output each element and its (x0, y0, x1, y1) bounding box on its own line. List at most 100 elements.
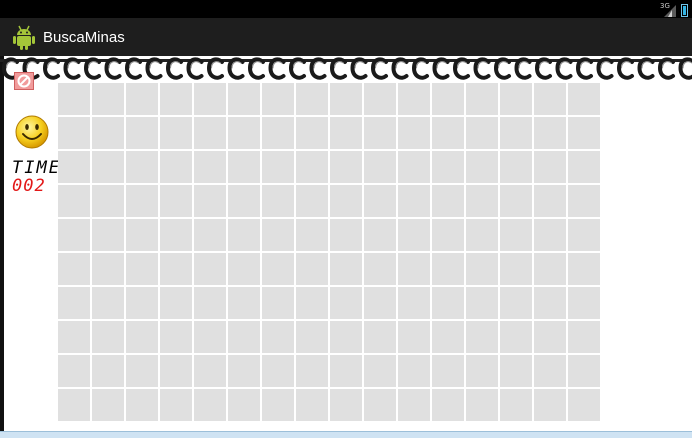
mine-cell[interactable] (126, 355, 158, 387)
mine-cell[interactable] (534, 185, 566, 217)
mine-cell[interactable] (58, 287, 90, 319)
mine-cell[interactable] (126, 321, 158, 353)
mine-cell[interactable] (262, 321, 294, 353)
mine-cell[interactable] (466, 389, 498, 421)
mine-cell[interactable] (126, 185, 158, 217)
mine-cell[interactable] (92, 117, 124, 149)
mine-cell[interactable] (160, 321, 192, 353)
mine-cell[interactable] (58, 83, 90, 115)
mine-cell[interactable] (500, 185, 532, 217)
mine-cell[interactable] (194, 83, 226, 115)
mine-cell[interactable] (160, 83, 192, 115)
mine-cell[interactable] (58, 219, 90, 251)
mine-cell[interactable] (296, 389, 328, 421)
mine-cell[interactable] (534, 321, 566, 353)
mine-cell[interactable] (432, 185, 464, 217)
mine-cell[interactable] (466, 219, 498, 251)
mine-cell[interactable] (228, 151, 260, 183)
mine-cell[interactable] (194, 389, 226, 421)
mine-cell[interactable] (364, 117, 396, 149)
mine-cell[interactable] (432, 151, 464, 183)
mine-cell[interactable] (58, 185, 90, 217)
mine-cell[interactable] (398, 219, 430, 251)
mine-cell[interactable] (262, 219, 294, 251)
mine-cell[interactable] (160, 151, 192, 183)
mine-cell[interactable] (364, 355, 396, 387)
mine-cell[interactable] (398, 117, 430, 149)
mine-cell[interactable] (330, 321, 362, 353)
mine-cell[interactable] (126, 389, 158, 421)
mine-cell[interactable] (194, 219, 226, 251)
mine-cell[interactable] (466, 287, 498, 319)
mine-cell[interactable] (126, 253, 158, 285)
mine-cell[interactable] (398, 151, 430, 183)
mine-cell[interactable] (534, 151, 566, 183)
mine-cell[interactable] (432, 219, 464, 251)
mine-cell[interactable] (126, 287, 158, 319)
mine-cell[interactable] (432, 83, 464, 115)
mine-cell[interactable] (58, 253, 90, 285)
mine-cell[interactable] (296, 321, 328, 353)
mine-cell[interactable] (262, 83, 294, 115)
mine-cell[interactable] (92, 185, 124, 217)
mine-cell[interactable] (262, 355, 294, 387)
mine-cell[interactable] (500, 151, 532, 183)
android-app-icon[interactable] (11, 23, 37, 51)
mine-cell[interactable] (364, 287, 396, 319)
mine-cell[interactable] (398, 253, 430, 285)
mine-cell[interactable] (330, 287, 362, 319)
mine-cell[interactable] (58, 389, 90, 421)
mine-cell[interactable] (500, 321, 532, 353)
mine-cell[interactable] (466, 185, 498, 217)
mine-cell[interactable] (432, 355, 464, 387)
mine-cell[interactable] (500, 389, 532, 421)
mine-cell[interactable] (160, 253, 192, 285)
mine-cell[interactable] (500, 287, 532, 319)
mine-cell[interactable] (194, 321, 226, 353)
mine-cell[interactable] (58, 151, 90, 183)
mine-cell[interactable] (160, 355, 192, 387)
mine-cell[interactable] (500, 355, 532, 387)
mine-cell[interactable] (262, 185, 294, 217)
mine-cell[interactable] (296, 151, 328, 183)
mine-cell[interactable] (126, 219, 158, 251)
mine-cell[interactable] (568, 117, 600, 149)
mine-cell[interactable] (194, 253, 226, 285)
mine-cell[interactable] (160, 287, 192, 319)
mine-cell[interactable] (500, 83, 532, 115)
mine-cell[interactable] (534, 219, 566, 251)
mine-cell[interactable] (466, 151, 498, 183)
mine-cell[interactable] (534, 355, 566, 387)
mine-cell[interactable] (534, 83, 566, 115)
mine-cell[interactable] (228, 117, 260, 149)
mine-cell[interactable] (194, 287, 226, 319)
mine-cell[interactable] (262, 253, 294, 285)
mine-cell[interactable] (364, 321, 396, 353)
mine-cell[interactable] (92, 83, 124, 115)
mine-cell[interactable] (296, 219, 328, 251)
flag-toggle-button[interactable] (14, 72, 34, 90)
mine-cell[interactable] (296, 287, 328, 319)
mine-cell[interactable] (364, 253, 396, 285)
mine-cell[interactable] (58, 355, 90, 387)
mine-cell[interactable] (398, 389, 430, 421)
mine-cell[interactable] (330, 219, 362, 251)
mine-cell[interactable] (330, 185, 362, 217)
mine-cell[interactable] (500, 253, 532, 285)
mine-cell[interactable] (432, 389, 464, 421)
mine-cell[interactable] (330, 117, 362, 149)
smiley-face-icon[interactable] (14, 114, 50, 150)
mine-cell[interactable] (160, 219, 192, 251)
mine-cell[interactable] (58, 117, 90, 149)
mine-cell[interactable] (364, 389, 396, 421)
mine-cell[interactable] (568, 83, 600, 115)
mine-cell[interactable] (398, 83, 430, 115)
mine-cell[interactable] (228, 287, 260, 319)
mine-cell[interactable] (568, 151, 600, 183)
mine-cell[interactable] (432, 287, 464, 319)
mine-cell[interactable] (398, 355, 430, 387)
mine-cell[interactable] (92, 253, 124, 285)
mine-cell[interactable] (126, 117, 158, 149)
mine-cell[interactable] (262, 389, 294, 421)
mine-cell[interactable] (296, 355, 328, 387)
